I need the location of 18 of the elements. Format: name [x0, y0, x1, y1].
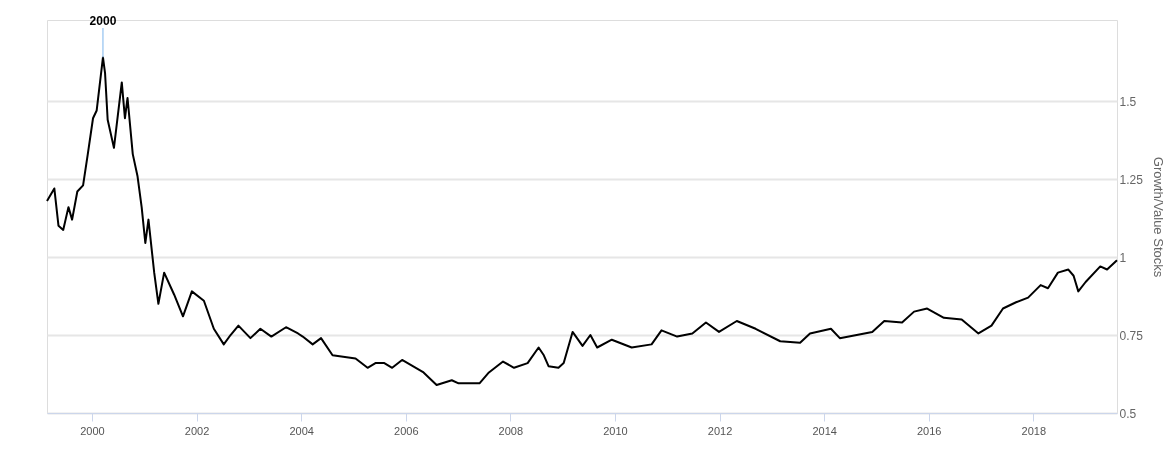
x-tick-label: 2014: [812, 424, 837, 437]
x-tick-label: 2006: [394, 424, 419, 437]
line-series: [46, 56, 1118, 386]
x-tick-label: 2012: [707, 424, 733, 437]
y-tick-label: 1.25: [1119, 172, 1144, 187]
y-axis-title: Growth/Value Stocks: [1150, 156, 1166, 278]
x-tick-label: 2016: [916, 424, 942, 437]
x-tick-label: 2000: [80, 424, 105, 437]
y-tick-label: 1: [1119, 250, 1127, 265]
y-tick-label: 0.5: [1119, 406, 1137, 421]
y-tick-label: 1.5: [1119, 94, 1137, 109]
x-tick-label: 2008: [498, 424, 524, 437]
x-tick-label: 2002: [184, 424, 210, 437]
x-tick-label: 2010: [603, 424, 628, 437]
x-tick-label: 2004: [289, 424, 314, 437]
annotation: 2000: [89, 14, 117, 28]
y-tick-label: 0.75: [1119, 328, 1144, 343]
x-tick-label: 2018: [1021, 424, 1047, 437]
